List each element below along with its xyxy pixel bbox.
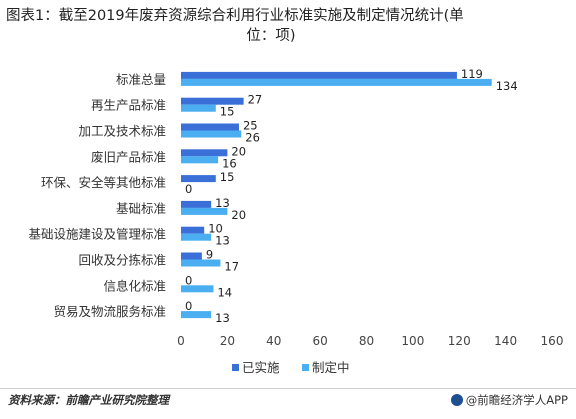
bar-implemented [181,200,212,208]
category-label: 回收及分拣标准 [78,253,166,268]
value-label: 20 [231,144,246,158]
bar-drafting [181,156,219,164]
legend-swatch [302,364,309,371]
bar-drafting [181,233,212,241]
value-label: 134 [496,79,518,93]
x-tick-label: 80 [359,334,374,348]
x-tick-label: 160 [541,334,564,348]
legend-label: 已实施 [242,360,280,375]
category-label: 基础设施建设及管理标准 [28,227,166,242]
legend-label: 制定中 [312,360,350,375]
brand-text: @前瞻经济学人APP [465,393,568,407]
source-note: 资料来源：前瞻产业研究院整理 [8,393,169,407]
x-tick-label: 120 [448,334,471,348]
bar-implemented [181,252,202,260]
category-labels-group: 标准总量再生产品标准加工及技术标准废旧产品标准环保、安全等其他标准基础标准基础设… [28,72,166,319]
value-label: 13 [215,311,230,325]
bar-implemented [181,97,244,105]
category-label: 标准总量 [116,72,166,87]
category-label: 环保、安全等其他标准 [41,175,166,190]
bar-implemented [181,123,239,131]
value-label: 27 [248,93,263,107]
bar-drafting [181,78,492,86]
chart-title: 图表1：截至2019年废弃资源综合利用行业标准实施及制定情况统计(单 位：项) [6,6,566,46]
value-label: 0 [185,182,192,196]
legend-swatch [232,364,239,371]
value-label: 15 [220,105,235,119]
bar-implemented [181,149,228,157]
bar-drafting [181,207,228,215]
brand-logo-icon [450,394,463,406]
x-tick-label: 20 [220,334,235,348]
bar-drafting [181,259,221,267]
category-label: 信息化标准 [103,278,166,293]
bar-drafting [181,104,216,112]
bar-implemented [181,175,216,183]
bar-implemented [181,226,205,234]
bar-drafting [181,311,212,319]
bar-drafting [181,285,214,293]
x-tick-label: 0 [177,334,185,348]
value-label: 13 [215,196,230,210]
value-label: 9 [206,248,213,262]
brand-credit: @前瞻经济学人APP [450,392,568,408]
value-label: 25 [243,119,258,133]
value-label: 26 [245,131,260,145]
x-tick-label: 100 [401,334,424,348]
bar-drafting [181,130,242,138]
value-label: 15 [220,170,235,184]
value-label: 13 [215,234,230,248]
legend: 已实施 制定中 [232,360,350,375]
bars-group [181,71,492,319]
x-tick-label: 140 [494,334,517,348]
x-tick-label: 40 [266,334,281,348]
category-label: 再生产品标准 [91,98,166,113]
chart-title-line2: 位：项) [246,28,296,44]
value-label: 10 [208,222,223,236]
x-ticks-group: 0 20 40 60 80 100 120 140 160 [177,334,563,348]
bar-implemented [181,71,457,79]
category-label: 废旧产品标准 [91,149,166,164]
value-label: 119 [461,67,483,81]
value-label: 16 [222,156,237,170]
x-tick-label: 60 [312,334,327,348]
value-label: 17 [224,260,239,274]
category-label: 基础标准 [116,201,166,216]
value-label: 0 [185,273,192,287]
footer-divider [0,388,576,389]
chart-title-line1: 图表1：截至2019年废弃资源综合利用行业标准实施及制定情况统计(单 [6,8,464,24]
value-label: 20 [231,208,246,222]
category-label: 贸易及物流服务标准 [53,304,166,319]
category-label: 加工及技术标准 [78,124,166,139]
value-label: 14 [217,285,232,299]
value-label: 0 [185,299,192,313]
